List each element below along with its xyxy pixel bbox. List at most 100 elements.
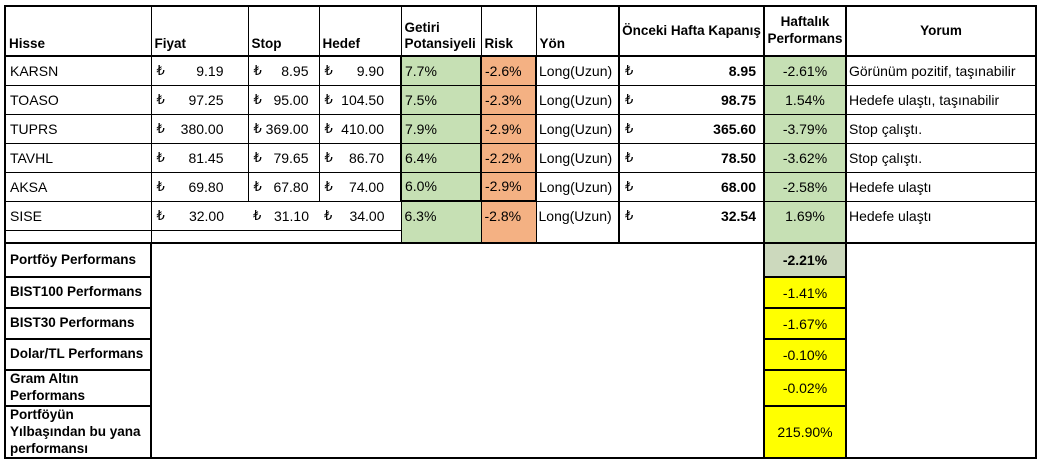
- cell-getiri[interactable]: 6.3%: [400, 200, 482, 230]
- cell-getiri[interactable]: 7.7%: [400, 55, 482, 86]
- cell-hisse[interactable]: KARSN: [4, 55, 152, 86]
- cell-yorum[interactable]: Stop çalıştı.: [845, 113, 1037, 144]
- cell-yorum[interactable]: Hedefe ulaştı: [845, 200, 1037, 230]
- summary-value[interactable]: 215.90%: [763, 404, 847, 459]
- summary-value[interactable]: -1.67%: [763, 307, 847, 340]
- cell-hedef-wrap: ₺ 9.90: [322, 63, 399, 79]
- cell-hedef-value: 86.70: [348, 149, 384, 166]
- cell-hisse[interactable]: TOASO: [4, 84, 152, 115]
- cell-yon[interactable]: Long(Uzun): [535, 113, 620, 144]
- header-risk[interactable]: Risk: [480, 5, 537, 57]
- cell-onceki[interactable]: ₺ 8.95: [618, 55, 765, 86]
- lira-symbol: ₺: [324, 178, 333, 194]
- cell-stop[interactable]: ₺ 31.10: [248, 200, 319, 231]
- cell-yorum[interactable]: Hedefe ulaştı, taşınabilir: [845, 84, 1037, 115]
- cell-hedef[interactable]: ₺ 86.70: [318, 142, 402, 173]
- cell-onceki[interactable]: ₺ 68.00: [618, 171, 765, 202]
- cell-onceki[interactable]: ₺ 78.50: [618, 142, 765, 173]
- header-yorum[interactable]: Yorum: [845, 5, 1037, 57]
- cell-yorum[interactable]: Hedefe ulaştı: [845, 171, 1037, 202]
- summary-row: Portföyün Yılbaşından bu yana performans…: [4, 404, 1036, 459]
- cell-stop[interactable]: ₺ 95.00: [247, 84, 320, 115]
- cell-hedef[interactable]: ₺ 34.00: [319, 200, 402, 231]
- empty-formatted-row: [4, 229, 1037, 244]
- cell-yon[interactable]: Long(Uzun): [535, 200, 620, 230]
- summary-label[interactable]: Portföy Performans: [4, 242, 152, 278]
- cell-haftalik[interactable]: 1.69%: [763, 200, 847, 230]
- summary-value[interactable]: -0.10%: [763, 338, 847, 371]
- cell-stop-wrap: ₺ 8.95: [251, 63, 317, 79]
- cell-yon[interactable]: Long(Uzun): [535, 55, 620, 86]
- lira-symbol: ₺: [156, 178, 165, 194]
- strip-fiyat-hedef: [150, 229, 402, 244]
- cell-hisse[interactable]: TUPRS: [4, 113, 152, 144]
- cell-fiyat[interactable]: ₺ 9.19: [150, 55, 249, 86]
- summary-label[interactable]: Portföyün Yılbaşından bu yana performans…: [4, 404, 152, 459]
- cell-getiri[interactable]: 7.5%: [400, 84, 482, 115]
- cell-yorum[interactable]: Stop çalıştı.: [845, 142, 1037, 173]
- cell-hisse[interactable]: AKSA: [4, 171, 152, 202]
- summary-label[interactable]: BIST30 Performans: [4, 307, 152, 340]
- cell-stop[interactable]: ₺ 8.95: [247, 55, 320, 86]
- cell-risk[interactable]: -2.8%: [480, 200, 537, 230]
- summary-label[interactable]: Dolar/TL Performans: [4, 338, 152, 371]
- cell-yon[interactable]: Long(Uzun): [535, 142, 620, 173]
- header-fiyat[interactable]: Fiyat: [150, 5, 249, 57]
- summary-label[interactable]: BIST100 Performans: [4, 276, 152, 309]
- header-getiri-potansiyeli[interactable]: Getiri Potansiyeli: [400, 5, 482, 57]
- cell-hedef[interactable]: ₺ 104.50: [318, 84, 402, 115]
- cell-stop[interactable]: ₺ 67.80: [247, 171, 320, 202]
- summary-label[interactable]: Gram Altın Performans: [4, 369, 152, 407]
- header-haftalik-performans[interactable]: Haftalık Performans: [763, 5, 847, 57]
- cell-risk[interactable]: -2.9%: [480, 113, 537, 144]
- cell-fiyat-value: 81.45: [188, 149, 224, 166]
- cell-fiyat[interactable]: ₺ 69.80: [150, 171, 249, 202]
- header-yon[interactable]: Yön: [535, 5, 620, 57]
- cell-hisse[interactable]: TAVHL: [4, 142, 152, 173]
- cell-stop-wrap: ₺ 79.65: [251, 150, 317, 166]
- lira-symbol: ₺: [253, 149, 262, 165]
- cell-hedef[interactable]: ₺ 410.00: [318, 113, 402, 144]
- cell-haftalik[interactable]: -3.79%: [763, 113, 847, 144]
- header-stop[interactable]: Stop: [247, 5, 320, 57]
- cell-haftalik[interactable]: 1.54%: [763, 84, 847, 115]
- lira-symbol: ₺: [324, 91, 333, 107]
- cell-fiyat[interactable]: ₺ 81.45: [150, 142, 249, 173]
- summary-value[interactable]: -1.41%: [763, 276, 847, 309]
- cell-stop-value: 79.65: [273, 149, 309, 166]
- cell-hedef[interactable]: ₺ 74.00: [318, 171, 402, 202]
- cell-risk[interactable]: -2.2%: [480, 142, 537, 173]
- cell-risk[interactable]: -2.9%: [480, 171, 537, 202]
- cell-yon[interactable]: Long(Uzun): [535, 84, 620, 115]
- cell-yorum[interactable]: Görünüm pozitif, taşınabilir: [845, 55, 1037, 86]
- cell-yon[interactable]: Long(Uzun): [535, 171, 620, 202]
- cell-onceki[interactable]: ₺ 98.75: [618, 84, 765, 115]
- cell-stop[interactable]: ₺ 79.65: [247, 142, 320, 173]
- cell-getiri[interactable]: 6.4%: [400, 142, 482, 173]
- cell-stop[interactable]: ₺ 369.00: [247, 113, 320, 144]
- summary-value[interactable]: -2.21%: [763, 242, 847, 278]
- cell-fiyat[interactable]: ₺ 97.25: [150, 84, 249, 115]
- header-hisse[interactable]: Hisse: [4, 5, 152, 57]
- strip-yon: [535, 230, 620, 244]
- header-hedef[interactable]: Hedef: [318, 5, 402, 57]
- cell-getiri[interactable]: 7.9%: [400, 113, 482, 144]
- cell-risk[interactable]: -2.6%: [480, 55, 537, 86]
- header-onceki-hafta-kapanis[interactable]: Önceki Hafta Kapanış: [618, 5, 765, 57]
- cell-onceki[interactable]: ₺ 365.60: [618, 113, 765, 144]
- cell-risk[interactable]: -2.3%: [480, 84, 537, 115]
- lira-symbol: ₺: [625, 62, 634, 78]
- cell-haftalik[interactable]: -2.58%: [763, 171, 847, 202]
- cell-hisse[interactable]: SISE: [4, 200, 152, 231]
- cell-fiyat[interactable]: ₺ 32.00: [150, 200, 248, 231]
- cell-fiyat[interactable]: ₺ 380.00: [150, 113, 249, 144]
- lira-symbol: ₺: [253, 207, 262, 223]
- cell-onceki[interactable]: ₺ 32.54: [618, 200, 765, 230]
- cell-getiri[interactable]: 6.0%: [400, 171, 482, 202]
- cell-stop-wrap: ₺ 31.10: [250, 208, 317, 224]
- lira-symbol: ₺: [625, 91, 634, 107]
- cell-haftalik[interactable]: -3.62%: [763, 142, 847, 173]
- cell-haftalik[interactable]: -2.61%: [763, 55, 847, 86]
- cell-hedef[interactable]: ₺ 9.90: [318, 55, 402, 86]
- summary-value[interactable]: -0.02%: [763, 369, 847, 407]
